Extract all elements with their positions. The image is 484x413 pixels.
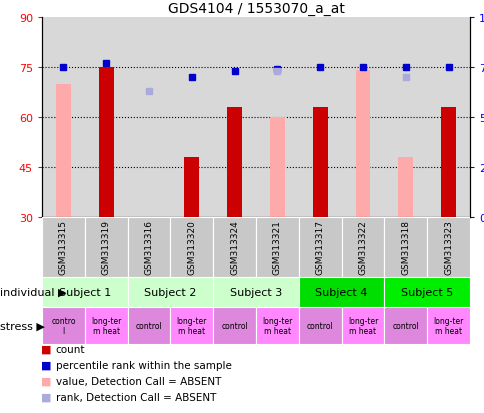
Text: long-ter
m heat: long-ter m heat [433,316,463,335]
Bar [270,118,284,218]
Text: GSM313318: GSM313318 [400,220,409,275]
Text: control: control [306,321,333,330]
Text: Subject 4: Subject 4 [315,287,367,297]
Bar [341,218,384,277]
Text: Subject 3: Subject 3 [229,287,282,297]
Bar [170,218,213,277]
Text: long-ter
m heat: long-ter m heat [347,316,378,335]
Bar [85,218,127,277]
Bar [426,307,469,344]
Text: long-ter
m heat: long-ter m heat [176,316,207,335]
Bar [298,307,341,344]
Text: rank, Detection Call = ABSENT: rank, Detection Call = ABSENT [56,392,216,402]
Text: control: control [136,321,162,330]
Text: GSM313322: GSM313322 [358,220,367,275]
Bar [213,277,298,307]
Text: ■: ■ [41,376,51,386]
Text: Subject 2: Subject 2 [144,287,196,297]
Text: Subject 5: Subject 5 [400,287,453,297]
Bar [256,307,298,344]
Bar [426,218,469,277]
Text: contro
l: contro l [51,316,76,335]
Text: GSM313316: GSM313316 [144,220,153,275]
Bar [355,71,370,218]
Bar [341,307,384,344]
Bar [397,158,412,218]
Text: individual ▶: individual ▶ [0,287,66,297]
Bar [227,108,242,218]
Bar [42,307,85,344]
Bar [56,85,71,218]
Bar [42,277,127,307]
Bar [312,108,327,218]
Bar [85,307,127,344]
Bar [213,307,256,344]
Text: ■: ■ [41,344,51,354]
Text: ■: ■ [41,360,51,370]
Text: control: control [221,321,247,330]
Bar [127,277,213,307]
Bar [99,68,113,218]
Text: GSM313317: GSM313317 [315,220,324,275]
Bar [298,277,384,307]
Bar [42,218,85,277]
Text: GSM313324: GSM313324 [229,220,239,275]
Bar [440,108,455,218]
Bar [384,307,426,344]
Text: count: count [56,344,85,354]
Text: GSM313323: GSM313323 [443,220,452,275]
Text: Subject 1: Subject 1 [59,287,111,297]
Text: percentile rank within the sample: percentile rank within the sample [56,360,231,370]
Bar [256,218,298,277]
Bar [384,218,426,277]
Title: GDS4104 / 1553070_a_at: GDS4104 / 1553070_a_at [167,2,344,16]
Text: GSM313319: GSM313319 [102,220,110,275]
Text: ■: ■ [41,392,51,402]
Bar [384,277,469,307]
Text: value, Detection Call = ABSENT: value, Detection Call = ABSENT [56,376,221,386]
Bar [127,218,170,277]
Text: GSM313315: GSM313315 [59,220,68,275]
Bar [213,218,256,277]
Bar [298,218,341,277]
Text: long-ter
m heat: long-ter m heat [262,316,292,335]
Bar [127,307,170,344]
Bar [170,307,213,344]
Text: control: control [392,321,418,330]
Text: GSM313320: GSM313320 [187,220,196,275]
Text: stress ▶: stress ▶ [0,321,45,331]
Text: long-ter
m heat: long-ter m heat [91,316,121,335]
Bar [184,158,199,218]
Text: GSM313321: GSM313321 [272,220,281,275]
